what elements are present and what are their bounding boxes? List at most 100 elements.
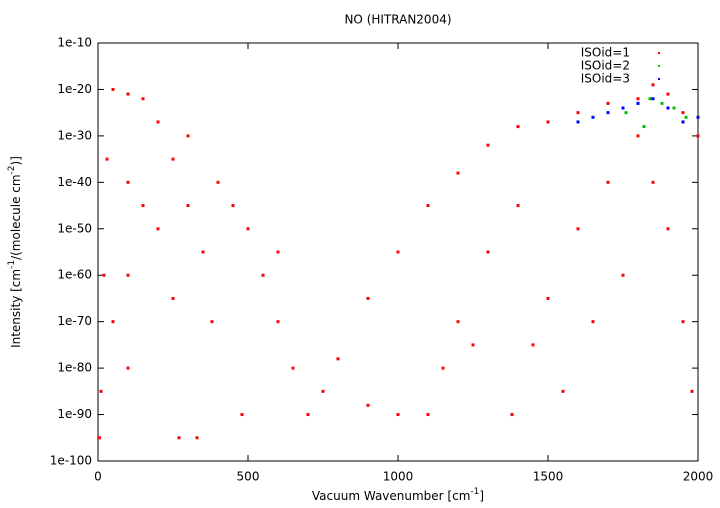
point xyxy=(681,120,685,124)
point xyxy=(651,97,655,101)
y-axis-label-part: )] xyxy=(9,156,23,165)
point xyxy=(606,101,610,105)
point xyxy=(126,92,130,96)
point xyxy=(111,320,115,324)
point xyxy=(291,366,295,370)
point xyxy=(396,250,400,254)
point xyxy=(186,134,190,138)
legend-label: ISOid=3 xyxy=(581,72,630,86)
point xyxy=(666,227,670,231)
point xyxy=(546,120,550,124)
point xyxy=(576,120,580,124)
point xyxy=(606,180,610,184)
point xyxy=(276,250,280,254)
point xyxy=(426,413,430,417)
point xyxy=(456,171,460,175)
point xyxy=(561,389,565,393)
y-tick-label: 1e-80 xyxy=(57,361,92,375)
point xyxy=(636,134,640,138)
y-tick-label: 1e-50 xyxy=(57,221,92,235)
point xyxy=(621,273,625,277)
point xyxy=(636,97,640,101)
x-tick-label: 500 xyxy=(237,470,260,484)
y-axis-label-part: /(molecule cm xyxy=(9,174,23,260)
point xyxy=(621,106,625,110)
point xyxy=(111,87,115,91)
point xyxy=(591,115,595,119)
y-tick-label: 1e-20 xyxy=(57,82,92,96)
point xyxy=(102,273,106,277)
point xyxy=(306,413,310,417)
point xyxy=(516,125,520,129)
legend-swatch xyxy=(658,52,660,54)
point xyxy=(216,180,220,184)
point xyxy=(171,157,175,161)
y-tick-label: 1e-70 xyxy=(57,314,92,328)
point xyxy=(441,366,445,370)
point xyxy=(636,101,640,105)
point xyxy=(366,296,370,300)
point xyxy=(321,389,325,393)
point xyxy=(156,120,160,124)
point xyxy=(126,273,130,277)
x-axis-label-part: -1 xyxy=(470,487,479,497)
point xyxy=(624,111,628,115)
point xyxy=(684,115,688,119)
point xyxy=(666,92,670,96)
x-tick-label: 1500 xyxy=(533,470,564,484)
point xyxy=(672,106,676,110)
point xyxy=(171,296,175,300)
x-tick-label: 0 xyxy=(94,470,102,484)
point xyxy=(98,436,101,440)
point xyxy=(126,366,130,370)
legend-label: ISOid=1 xyxy=(581,46,630,60)
point xyxy=(486,250,490,254)
point xyxy=(246,227,250,231)
point xyxy=(486,143,490,147)
point xyxy=(240,413,244,417)
point xyxy=(576,111,580,115)
y-axis-label: Intensity [cm-1/(molecule cm-2)] xyxy=(7,156,23,348)
point xyxy=(510,413,514,417)
point xyxy=(606,111,610,115)
y-tick-label: 1e-40 xyxy=(57,175,92,189)
point xyxy=(366,403,370,407)
y-axis-label-part: -1 xyxy=(7,260,17,269)
point xyxy=(696,134,700,138)
point xyxy=(648,97,652,101)
point xyxy=(231,204,235,208)
point xyxy=(261,273,265,277)
point xyxy=(276,320,280,324)
x-axis-label-part: Vacuum Wavenumber [cm xyxy=(312,489,471,503)
point xyxy=(546,296,550,300)
point xyxy=(576,227,580,231)
legend-swatch xyxy=(658,78,660,80)
y-tick-label: 1e-90 xyxy=(57,407,92,421)
y-tick-label: 1e-100 xyxy=(50,454,92,468)
point xyxy=(396,413,400,417)
point xyxy=(99,389,103,393)
point xyxy=(531,343,535,347)
y-axis-label-part: -2 xyxy=(7,165,17,174)
point xyxy=(177,436,181,440)
point xyxy=(660,101,664,105)
point xyxy=(105,157,109,161)
point xyxy=(141,204,145,208)
point xyxy=(591,320,595,324)
point xyxy=(210,320,214,324)
point xyxy=(456,320,460,324)
point xyxy=(195,436,199,440)
point xyxy=(126,180,130,184)
y-tick-label: 1e-10 xyxy=(57,36,92,50)
point xyxy=(696,115,700,119)
x-axis-label: Vacuum Wavenumber [cm-1] xyxy=(312,487,484,503)
point xyxy=(186,204,190,208)
y-axis-label-part: Intensity [cm xyxy=(9,269,23,348)
point xyxy=(336,357,340,361)
point xyxy=(651,180,655,184)
point xyxy=(651,83,655,87)
point xyxy=(156,227,160,231)
point xyxy=(642,125,646,129)
point xyxy=(516,204,520,208)
